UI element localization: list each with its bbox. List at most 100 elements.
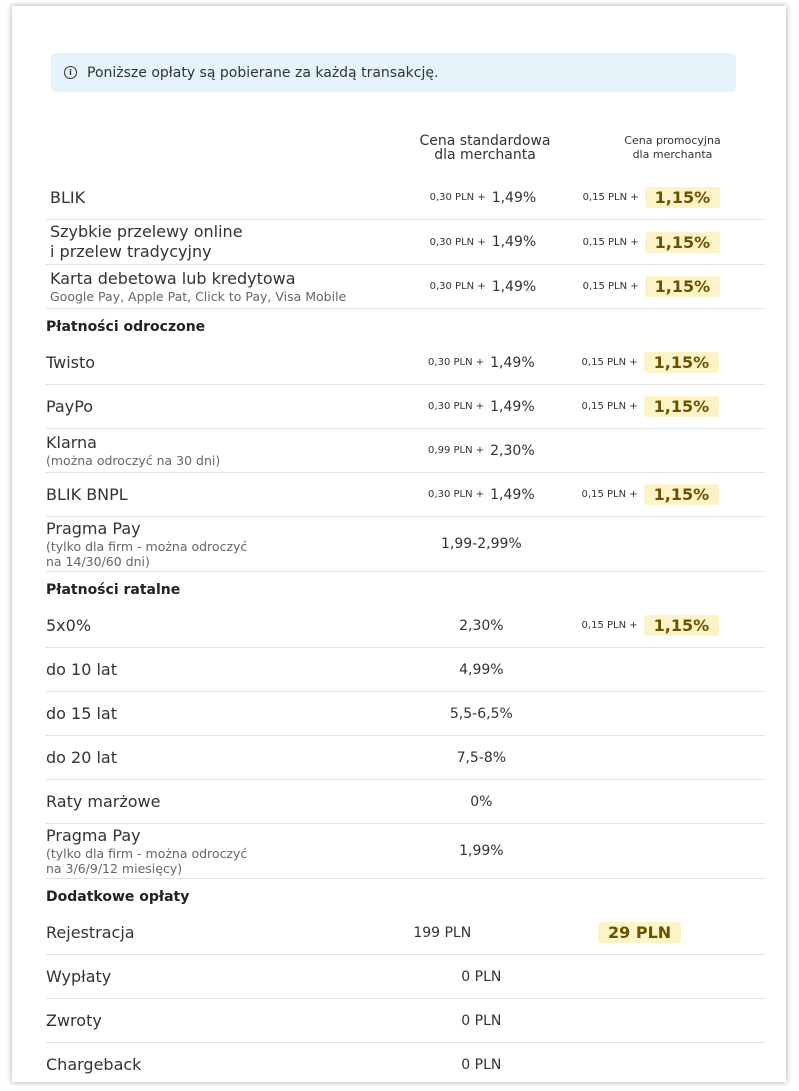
price-row: Rejestracja 199 PLN 29 PLN [46, 911, 765, 955]
method-name: Raty marżowe [46, 792, 387, 812]
method-name: do 10 lat [46, 660, 387, 680]
standard-price: 0 PLN [387, 1013, 575, 1029]
promo-price: 0,15 PLN + 1,15% [577, 231, 765, 253]
standard-price-wrap: 1,99-2,99% [387, 536, 575, 552]
method-name: Pragma Pay (tylko dla firm - można odrocz… [46, 826, 387, 876]
method-name: Klarna (można odroczyć na 30 dni) [46, 433, 387, 468]
standard-price: 1,99-2,99% [387, 536, 575, 552]
standard-price-wrap: 0 PLN [387, 969, 575, 985]
fixed-fee: 0,30 PLN + [428, 489, 485, 500]
method-name: Szybkie przelewy online i przelew tradycy… [46, 222, 389, 262]
promo-rate: 1,15% [643, 484, 720, 505]
name-line: do 10 lat [46, 659, 117, 679]
fixed-fee: 0,30 PLN + [428, 401, 485, 412]
name-note: (można odroczyć na 30 dni) [46, 453, 221, 468]
price-row: Pragma Pay (tylko dla firm - można odrocz… [46, 517, 765, 572]
name-line: Rejestracja [46, 922, 135, 942]
rate: 0 PLN [461, 1056, 502, 1073]
standard-price-wrap: 1,99% [387, 843, 575, 859]
name-line: Chargeback [46, 1054, 142, 1074]
promo-price: 0,15 PLN + 1,15% [577, 187, 765, 208]
method-name: PayPo [46, 397, 387, 417]
promo-rate: 29 PLN [598, 922, 682, 943]
promo-price: 0,15 PLN + 1,15% [577, 276, 765, 297]
price-row: Twisto 0,30 PLN + 1,49% 0,15 PLN + 1,15% [46, 341, 765, 385]
rate: 1,49% [490, 354, 535, 371]
standard-price: 199 PLN [357, 925, 529, 941]
rate: 1,49% [490, 398, 535, 415]
column-header: Cena promocyjna dla merchanta [580, 134, 765, 176]
name-line: BLIK BNPL [46, 484, 128, 504]
fixed-fee: 0,99 PLN + [428, 445, 485, 456]
column-header-line: Cena standardowa [419, 133, 551, 149]
promo-fixed-fee: 0,15 PLN + [581, 357, 638, 368]
price-row: do 10 lat 4,99% [46, 648, 765, 692]
name-line: Raty marżowe [46, 791, 161, 811]
method-name: 5x0% [46, 616, 387, 636]
promo-rate: 1,15% [643, 396, 720, 417]
method-name: Wypłaty [46, 967, 387, 987]
standard-price: 0,30 PLN + 1,49% [387, 399, 575, 415]
standard-price-wrap: 0,99 PLN + 2,30% [387, 443, 575, 459]
price-row: Wypłaty 0 PLN [46, 955, 765, 999]
standard-price-wrap: 0 PLN [387, 1013, 575, 1029]
standard-price-wrap: 4,99% [387, 662, 575, 678]
name-line: Karta debetowa lub kredytowa [50, 269, 296, 288]
name-line: Pragma Pay [46, 826, 141, 845]
promo-fixed-fee: 0,15 PLN + [581, 489, 638, 500]
name-line: i przelew tradycyjny [50, 242, 212, 261]
standard-price: 0,99 PLN + 2,30% [387, 443, 575, 459]
standard-price: 5,5-6,5% [387, 706, 575, 722]
standard-price-wrap: 0,30 PLN + 1,49% [387, 487, 575, 503]
notice: i Poniższe opłaty są pobierane za każdą t… [51, 53, 736, 92]
price-row: Szybkie przelewy online i przelew tradycy… [46, 220, 765, 265]
rate: 0% [470, 793, 493, 810]
standard-price-wrap: 2,30% [387, 618, 575, 634]
name-line: 5x0% [46, 615, 92, 635]
rate: 2,30% [490, 442, 535, 459]
rate: 1,99-2,99% [440, 536, 522, 552]
name-line: do 20 lat [46, 747, 117, 767]
standard-price: 0,30 PLN + 1,49% [389, 190, 576, 206]
header-spacer [46, 134, 390, 176]
price-row: BLIK BNPL 0,30 PLN + 1,49% 0,15 PLN + 1,15% [46, 473, 765, 517]
standard-price: 0% [387, 794, 575, 810]
fixed-fee: 0,30 PLN + [428, 357, 485, 368]
method-name: BLIK [46, 188, 389, 208]
promo-rate: 1,15% [644, 276, 721, 297]
method-name: do 20 lat [46, 748, 387, 768]
method-name: do 15 lat [46, 704, 387, 724]
standard-price-wrap: 0,30 PLN + 1,49% [389, 234, 576, 250]
section-title: Płatności ratalne [46, 582, 181, 598]
promo-fixed-fee: 0,15 PLN + [581, 620, 638, 631]
column-header-line: Cena promocyjna [624, 134, 721, 147]
rate: 1,49% [490, 486, 535, 503]
standard-price: 0,30 PLN + 1,49% [389, 279, 576, 295]
method-name: Karta debetowa lub kredytowa Google Pay, … [46, 269, 389, 304]
standard-price-wrap: 199 PLN [357, 925, 529, 941]
standard-price: 1,99% [387, 843, 575, 859]
name-note: (tylko dla firm - można odroczyć [46, 846, 248, 861]
name-line: PayPo [46, 396, 94, 416]
standard-price-wrap: 0,30 PLN + 1,49% [389, 190, 576, 206]
promo-rate: 1,15% [644, 231, 721, 253]
column-header-line: dla merchanta [434, 147, 536, 163]
standard-price: 2,30% [387, 618, 575, 634]
name-line: Zwroty [46, 1010, 102, 1030]
fixed-fee: 0,30 PLN + [429, 192, 486, 203]
name-note: na 14/30/60 dni) [46, 554, 150, 569]
price-row: Pragma Pay (tylko dla firm - można odrocz… [46, 824, 765, 879]
name-line: BLIK [50, 187, 86, 207]
rate: 1,49% [491, 189, 537, 206]
name-line: Twisto [46, 352, 96, 372]
promo-price: 29 PLN [528, 922, 765, 943]
name-line: Wypłaty [46, 966, 112, 986]
rate: 7,5-8% [456, 749, 507, 766]
price-row: do 15 lat 5,5-6,5% [46, 692, 765, 736]
promo-fixed-fee: 0,15 PLN + [581, 401, 638, 412]
rate: 2,30% [459, 617, 504, 634]
standard-price-wrap: 0% [387, 794, 575, 810]
promo-price: 0,15 PLN + 1,15% [576, 615, 765, 636]
standard-price-wrap: 5,5-6,5% [387, 706, 575, 722]
